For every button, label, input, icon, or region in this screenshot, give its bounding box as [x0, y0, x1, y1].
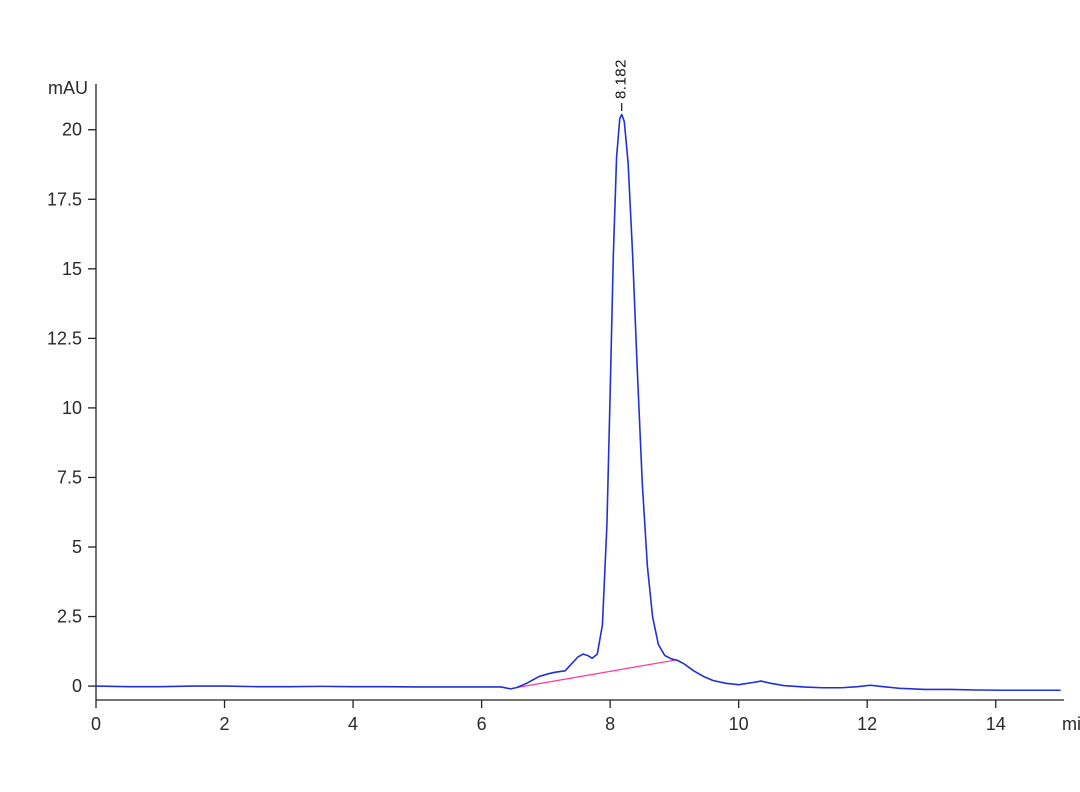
- x-tick-label: 10: [729, 714, 749, 734]
- x-tick-label: 4: [348, 714, 358, 734]
- y-tick-label: 2.5: [57, 607, 82, 627]
- y-tick-label: 0: [72, 676, 82, 696]
- chromatogram-chart: 0 2.5 5 7.5 10 12.5 15 17.5 20 0 2 4 6 8 10 12 14 mAU min 8…: [0, 0, 1080, 792]
- x-tick-label: 2: [220, 714, 230, 734]
- x-tick-label: 0: [91, 714, 101, 734]
- chart-svg: 0 2.5 5 7.5 10 12.5 15 17.5 20 0 2 4 6 8 10 12 14 mAU min 8…: [0, 0, 1080, 792]
- x-tick-label: 14: [986, 714, 1006, 734]
- y-tick-label: 10: [62, 398, 82, 418]
- x-axis-title: min: [1062, 714, 1080, 734]
- y-tick-label: 15: [62, 259, 82, 279]
- x-tick-label: 8: [605, 714, 615, 734]
- y-tick-label: 7.5: [57, 467, 82, 487]
- chart-background: [0, 0, 1080, 792]
- x-tick-label: 12: [857, 714, 877, 734]
- y-tick-label: 5: [72, 537, 82, 557]
- peak-label: 8.182: [613, 59, 630, 99]
- y-tick-label: 17.5: [47, 189, 82, 209]
- y-tick-label: 12.5: [47, 328, 82, 348]
- y-axis-title: mAU: [48, 78, 88, 98]
- x-tick-label: 6: [477, 714, 487, 734]
- y-tick-label: 20: [62, 120, 82, 140]
